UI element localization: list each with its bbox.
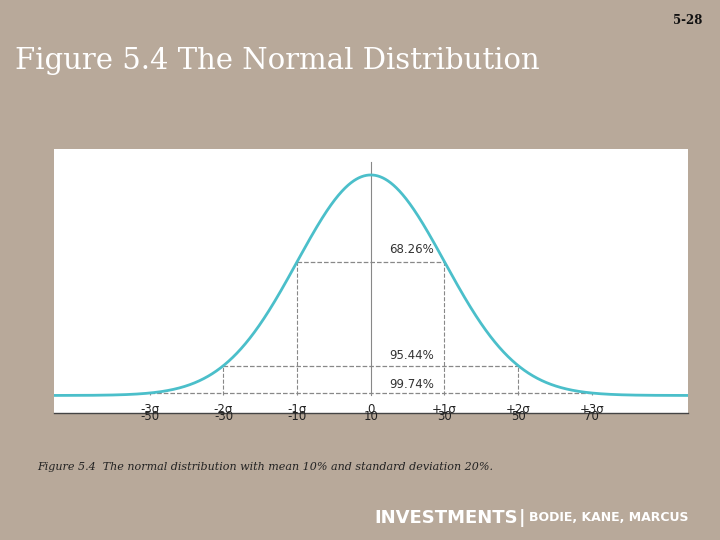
- Text: 10: 10: [364, 410, 378, 423]
- Text: -50: -50: [140, 410, 159, 423]
- Text: -3σ: -3σ: [140, 402, 159, 415]
- Text: 95.44%: 95.44%: [390, 349, 434, 362]
- Text: 68.26%: 68.26%: [390, 243, 434, 256]
- Text: BODIE, KANE, MARCUS: BODIE, KANE, MARCUS: [529, 511, 689, 524]
- Text: 70: 70: [585, 410, 599, 423]
- Text: INVESTMENTS: INVESTMENTS: [375, 509, 518, 527]
- Text: +3σ: +3σ: [580, 402, 604, 415]
- Text: |: |: [518, 509, 526, 527]
- Text: -10: -10: [287, 410, 307, 423]
- Text: Figure 5.4 The Normal Distribution: Figure 5.4 The Normal Distribution: [15, 47, 540, 75]
- Text: 5-28: 5-28: [672, 14, 702, 26]
- Text: 50: 50: [510, 410, 526, 423]
- Text: -2σ: -2σ: [214, 402, 233, 415]
- Text: Figure 5.4  The normal distribution with mean 10% and standard deviation 20%.: Figure 5.4 The normal distribution with …: [37, 462, 493, 472]
- Text: +1σ: +1σ: [432, 402, 457, 415]
- Text: -1σ: -1σ: [287, 402, 307, 415]
- Text: 99.74%: 99.74%: [390, 378, 434, 392]
- Text: 0: 0: [367, 402, 374, 415]
- Text: +2σ: +2σ: [505, 402, 531, 415]
- Text: -30: -30: [214, 410, 233, 423]
- Text: 30: 30: [437, 410, 452, 423]
